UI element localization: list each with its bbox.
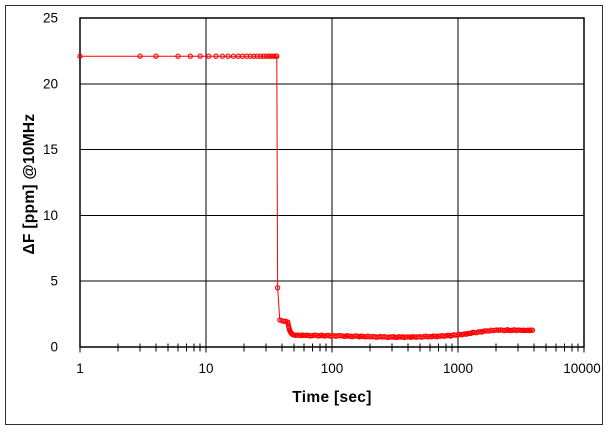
- data-point-marker: [206, 53, 212, 59]
- data-point-marker: [515, 327, 521, 333]
- y-axis-title: ΔF [ppm] @10MHz: [21, 113, 38, 255]
- y-tick-labels: 0 5 10 15 20 25: [43, 11, 58, 355]
- y-tick-label: 10: [43, 208, 58, 223]
- data-point-marker: [274, 285, 281, 291]
- data-point-marker: [285, 320, 291, 327]
- data-point-marker: [213, 53, 219, 59]
- data-point-marker: [254, 53, 260, 59]
- data-point-marker: [301, 332, 307, 339]
- y-tick-label: 0: [50, 340, 58, 355]
- data-point-marker: [187, 53, 193, 59]
- x-tick-label: 1: [76, 361, 84, 376]
- data-series: [77, 53, 536, 341]
- data-point-marker: [271, 53, 277, 59]
- data-point-marker: [392, 334, 399, 341]
- gridlines: [80, 18, 584, 347]
- data-point-marker: [225, 53, 231, 59]
- y-tick-label: 5: [50, 274, 58, 289]
- data-point-marker: [197, 53, 203, 59]
- data-point-marker: [306, 333, 312, 339]
- data-point-marker: [263, 53, 269, 59]
- data-point-marker: [260, 53, 266, 59]
- data-point-marker: [137, 53, 143, 59]
- data-point-marker: [153, 53, 159, 59]
- x-tick-label: 10000: [563, 361, 601, 376]
- x-tick-labels: 1 10 100 1000 10000: [76, 361, 601, 376]
- data-point-marker: [274, 53, 280, 59]
- x-axis-major-ticks: [79, 347, 585, 353]
- data-point-marker: [219, 53, 226, 59]
- data-point-marker: [247, 53, 254, 59]
- x-tick-label: 10: [198, 361, 213, 376]
- data-point-marker: [230, 53, 237, 59]
- x-tick-label: 100: [321, 361, 344, 376]
- x-tick-label: 1000: [443, 361, 473, 376]
- plot-border: [79, 17, 585, 348]
- data-point-marker: [403, 334, 409, 340]
- data-point-marker: [77, 53, 83, 59]
- data-point-marker: [175, 53, 181, 59]
- data-point-marker: [257, 53, 264, 59]
- data-point-marker: [529, 327, 536, 333]
- data-point-marker: [268, 53, 274, 59]
- x-axis-title: Time [sec]: [292, 389, 372, 406]
- y-tick-label: 15: [43, 142, 58, 157]
- y-tick-label: 25: [43, 11, 58, 26]
- series-line: [80, 55, 533, 338]
- data-point-marker: [251, 53, 257, 59]
- data-point-marker: [266, 53, 272, 59]
- y-tick-label: 20: [43, 76, 58, 91]
